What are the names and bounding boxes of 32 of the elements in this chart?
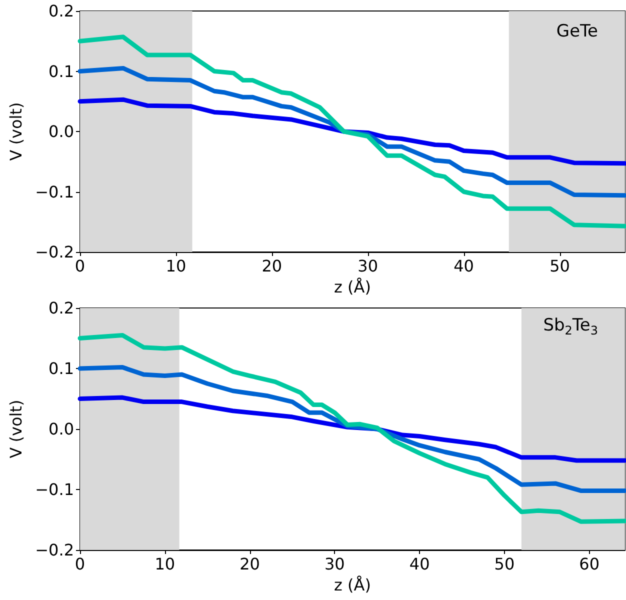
y-tick-label: 0.1 [48, 62, 74, 81]
annotation: GeTe [556, 22, 598, 42]
line-series [78, 365, 626, 493]
x-tick-label: 10 [154, 554, 176, 574]
y-axis-title: V (volt) [6, 400, 26, 458]
x-tick-label: 30 [358, 256, 378, 276]
x-tick-label: 60 [579, 554, 600, 574]
x-tick-label: 30 [324, 554, 345, 574]
x-axis-title: z (Å) [334, 277, 371, 296]
x-tick-label: 10 [166, 256, 186, 276]
line-series [78, 97, 626, 166]
x-tick-label: 20 [240, 554, 260, 574]
x-tick-label: 0 [74, 554, 86, 574]
y-tick-label: −0.2 [35, 540, 74, 560]
y-axis-title: V (volt) [6, 102, 26, 161]
x-tick-label: 50 [494, 554, 515, 574]
line-series [78, 66, 626, 198]
x-tick-label: 20 [262, 256, 282, 276]
x-axis-title: z (Å) [334, 575, 371, 594]
y-tick-label: 0.2 [48, 2, 74, 20]
y-tick-label: 0.0 [48, 420, 74, 438]
y-tick-label: 0.1 [48, 359, 74, 378]
x-tick-label: 50 [550, 256, 570, 276]
x-tick-label: 40 [409, 554, 430, 574]
y-tick-label: −0.1 [35, 182, 74, 202]
y-tick-label: 0.2 [48, 298, 74, 318]
x-tick-label: 40 [454, 256, 474, 276]
y-tick-label: −0.2 [35, 242, 74, 262]
y-tick-label: −0.1 [35, 480, 74, 499]
x-tick-label: 0 [74, 256, 86, 276]
y-tick-label: 0.0 [48, 122, 74, 141]
line-series [78, 395, 626, 463]
